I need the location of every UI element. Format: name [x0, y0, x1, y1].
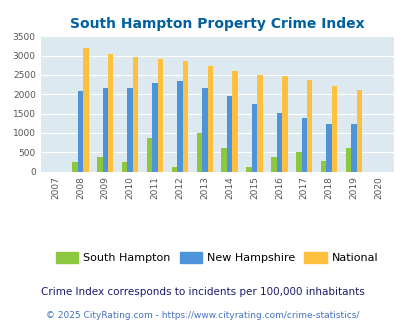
Text: Crime Index corresponds to incidents per 100,000 inhabitants: Crime Index corresponds to incidents per… [41, 287, 364, 297]
Bar [326, 124, 331, 172]
Bar [147, 138, 152, 172]
Bar [177, 81, 182, 172]
Bar [257, 75, 262, 172]
Bar [77, 91, 83, 172]
Bar [356, 90, 361, 172]
Bar [171, 167, 177, 172]
Bar [108, 54, 113, 172]
Bar [251, 104, 257, 172]
Bar [72, 162, 77, 172]
Bar [97, 157, 102, 172]
Bar [127, 87, 132, 172]
Bar [202, 87, 207, 172]
Bar [345, 148, 350, 172]
Bar [301, 118, 306, 172]
Bar [102, 88, 108, 172]
Bar [281, 76, 287, 172]
Bar [132, 57, 138, 172]
Bar [196, 133, 202, 172]
Bar [295, 152, 301, 172]
Bar [331, 86, 337, 172]
Bar [320, 161, 326, 172]
Bar [182, 61, 188, 172]
Bar [276, 113, 281, 172]
Text: © 2025 CityRating.com - https://www.cityrating.com/crime-statistics/: © 2025 CityRating.com - https://www.city… [46, 311, 359, 320]
Bar [350, 124, 356, 172]
Bar [232, 71, 237, 172]
Bar [158, 59, 163, 172]
Bar [306, 80, 312, 172]
Bar [271, 157, 276, 172]
Bar [221, 148, 226, 172]
Bar [83, 48, 88, 172]
Bar [122, 162, 127, 172]
Bar [226, 96, 232, 172]
Title: South Hampton Property Crime Index: South Hampton Property Crime Index [70, 17, 364, 31]
Legend: South Hampton, New Hampshire, National: South Hampton, New Hampshire, National [51, 248, 382, 268]
Bar [246, 167, 251, 172]
Bar [152, 83, 158, 172]
Bar [207, 66, 213, 172]
